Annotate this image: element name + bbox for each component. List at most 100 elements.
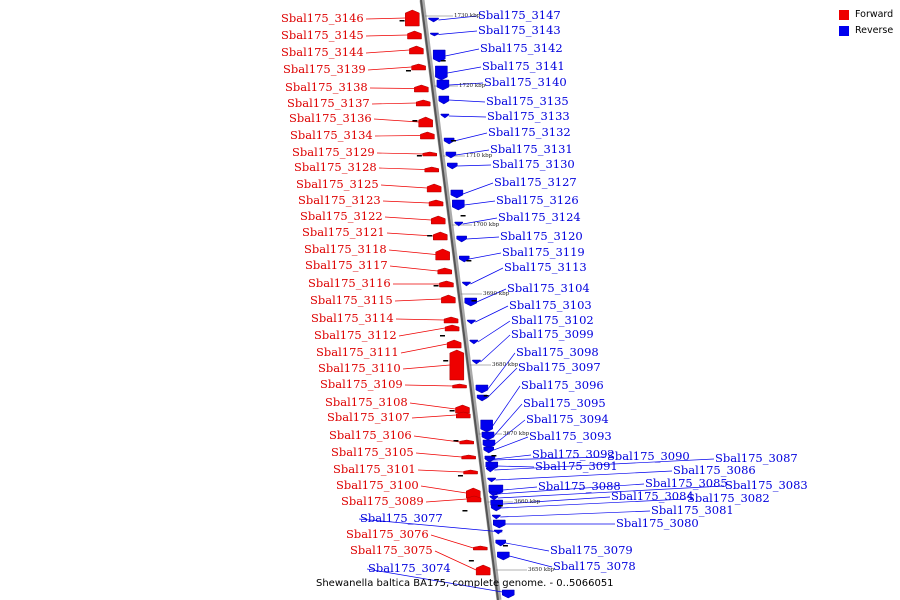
forward-gene-label[interactable]: Sbal175_3114 (311, 311, 394, 325)
forward-gene-label[interactable]: Sbal175_3076 (346, 527, 429, 541)
reverse-gene-label[interactable]: Sbal175_3092 (532, 447, 615, 461)
reverse-gene-label[interactable]: Sbal175_3135 (486, 94, 569, 108)
reverse-gene-label[interactable]: Sbal175_3091 (535, 459, 618, 473)
forward-gene-label[interactable]: Sbal175_3112 (314, 328, 397, 342)
forward-gene-label[interactable]: Sbal175_3145 (281, 28, 364, 42)
tick-label: 1720 kbp (459, 83, 486, 89)
forward-gene-label[interactable]: Sbal175_3111 (316, 345, 399, 359)
reverse-gene-label[interactable]: Sbal175_3130 (492, 157, 575, 171)
forward-gene-leader (417, 469, 464, 473)
forward-gene-label[interactable]: Sbal175_3128 (294, 160, 377, 174)
reverse-gene-label[interactable]: Sbal175_3126 (496, 193, 579, 207)
forward-gene-label[interactable]: Sbal175_3118 (304, 242, 387, 256)
forward-gene-label[interactable]: Sbal175_3100 (336, 478, 419, 492)
reverse-gene-label[interactable]: Sbal175_3142 (480, 41, 563, 55)
reverse-gene-label[interactable]: Sbal175_3099 (511, 327, 594, 341)
reverse-gene-label[interactable]: Sbal175_3102 (511, 313, 594, 327)
reverse-gene-leader (487, 352, 516, 390)
gene-marker (471, 300, 477, 302)
reverse-gene-leader (494, 458, 715, 471)
reverse-gene-label[interactable]: Sbal175_3093 (529, 429, 612, 443)
reverse-gene-leader (470, 267, 504, 285)
reverse-gene-label[interactable]: Sbal175_3103 (509, 298, 592, 312)
forward-gene-label[interactable]: Sbal175_3105 (331, 445, 414, 459)
reverse-gene-leader (448, 115, 487, 118)
forward-gene-leader (378, 167, 425, 170)
forward-gene-label[interactable]: Sbal175_3116 (308, 276, 391, 290)
tick-label: 3690 kbp (483, 291, 510, 297)
reverse-gene-block (443, 137, 455, 145)
reverse-gene-label[interactable]: Sbal175_3104 (507, 281, 590, 295)
reverse-gene-label[interactable]: Sbal175_3080 (616, 516, 699, 530)
reverse-gene-label[interactable]: Sbal175_3090 (607, 449, 690, 463)
forward-gene-leader (415, 452, 462, 458)
forward-gene-label[interactable]: Sbal175_3137 (287, 96, 370, 110)
reverse-gene-block (469, 339, 479, 345)
reverse-gene-label[interactable]: Sbal175_3081 (651, 503, 734, 517)
reverse-gene-block (495, 539, 506, 547)
forward-gene-label[interactable]: Sbal175_3117 (305, 258, 388, 272)
reverse-gene-label[interactable]: Sbal175_3082 (687, 491, 770, 505)
forward-gene-block (452, 383, 467, 389)
forward-gene-label[interactable]: Sbal175_3144 (281, 45, 364, 59)
forward-gene-label[interactable]: Sbal175_3101 (333, 462, 416, 476)
reverse-gene-leader (497, 465, 535, 468)
reverse-gene-label[interactable]: Sbal175_3094 (526, 412, 609, 426)
forward-gene-label[interactable]: Sbal175_3109 (320, 377, 403, 391)
forward-gene-label[interactable]: Sbal175_3115 (310, 293, 393, 307)
forward-gene-label[interactable]: Sbal175_3110 (318, 361, 401, 375)
reverse-gene-label[interactable]: Sbal175_3074 (368, 561, 451, 575)
forward-gene-label[interactable]: Sbal175_3136 (289, 111, 372, 125)
forward-gene-label[interactable]: Sbal175_3125 (296, 177, 379, 191)
reverse-gene-label[interactable]: Sbal175_3086 (673, 463, 756, 477)
reverse-gene-leader (455, 149, 490, 156)
reverse-gene-label[interactable]: Sbal175_3143 (478, 23, 561, 37)
reverse-gene-label[interactable]: Sbal175_3084 (611, 489, 694, 503)
tick-label: 1700 kbp (473, 222, 500, 228)
reverse-gene-label[interactable]: Sbal175_3087 (715, 451, 798, 465)
reverse-gene-label[interactable]: Sbal175_3097 (518, 360, 601, 374)
forward-gene-label[interactable]: Sbal175_3134 (290, 128, 373, 142)
forward-gene-label[interactable]: Sbal175_3121 (302, 225, 385, 239)
forward-gene-label[interactable]: Sbal175_3138 (285, 80, 368, 94)
reverse-gene-block (475, 384, 489, 394)
reverse-gene-label[interactable]: Sbal175_3113 (504, 260, 587, 274)
reverse-gene-label[interactable]: Sbal175_3088 (538, 479, 621, 493)
forward-gene-block (409, 45, 424, 55)
reverse-gene-leader (457, 164, 492, 167)
reverse-gene-label[interactable]: Sbal175_3085 (645, 476, 728, 490)
reverse-gene-label[interactable]: Sbal175_3095 (523, 396, 606, 410)
gene-marker (416, 155, 422, 157)
reverse-gene-label[interactable]: Sbal175_3120 (500, 229, 583, 243)
gene-marker (468, 560, 474, 562)
reverse-gene-label[interactable]: Sbal175_3133 (487, 109, 570, 123)
reverse-gene-label[interactable]: Sbal175_3098 (516, 345, 599, 359)
reverse-gene-label[interactable]: Sbal175_3132 (488, 125, 571, 139)
reverse-gene-leader (462, 217, 498, 225)
forward-gene-block (466, 495, 482, 503)
forward-gene-label[interactable]: Sbal175_3129 (292, 145, 375, 159)
reverse-gene-label[interactable]: Sbal175_3083 (725, 478, 808, 492)
forward-gene-label[interactable]: Sbal175_3146 (281, 11, 364, 25)
forward-gene-label[interactable]: Sbal175_3106 (329, 428, 412, 442)
forward-gene-label[interactable]: Sbal175_3075 (350, 543, 433, 557)
forward-gene-label[interactable]: Sbal175_3089 (341, 494, 424, 508)
reverse-gene-label[interactable]: Sbal175_3078 (553, 559, 636, 573)
forward-gene-label[interactable]: Sbal175_3139 (283, 62, 366, 76)
forward-gene-label[interactable]: Sbal175_3108 (325, 395, 408, 409)
reverse-gene-label[interactable]: Sbal175_3096 (521, 378, 604, 392)
forward-gene-label[interactable]: Sbal175_3123 (298, 193, 381, 207)
reverse-gene-label[interactable]: Sbal175_3141 (482, 59, 565, 73)
reverse-gene-label[interactable]: Sbal175_3131 (490, 142, 573, 156)
forward-gene-label[interactable]: Sbal175_3122 (300, 209, 383, 223)
reverse-gene-label[interactable]: Sbal175_3124 (498, 210, 581, 224)
reverse-gene-label[interactable]: Sbal175_3127 (494, 175, 577, 189)
gene-marker (450, 140, 456, 142)
reverse-gene-label[interactable]: Sbal175_3140 (484, 75, 567, 89)
forward-gene-label[interactable]: Sbal175_3107 (327, 410, 410, 424)
reverse-gene-label[interactable]: Sbal175_3119 (502, 245, 585, 259)
reverse-gene-label[interactable]: Sbal175_3077 (360, 511, 443, 525)
reverse-gene-label[interactable]: Sbal175_3147 (478, 8, 561, 22)
forward-gene-leader (384, 216, 432, 221)
reverse-gene-label[interactable]: Sbal175_3079 (550, 543, 633, 557)
